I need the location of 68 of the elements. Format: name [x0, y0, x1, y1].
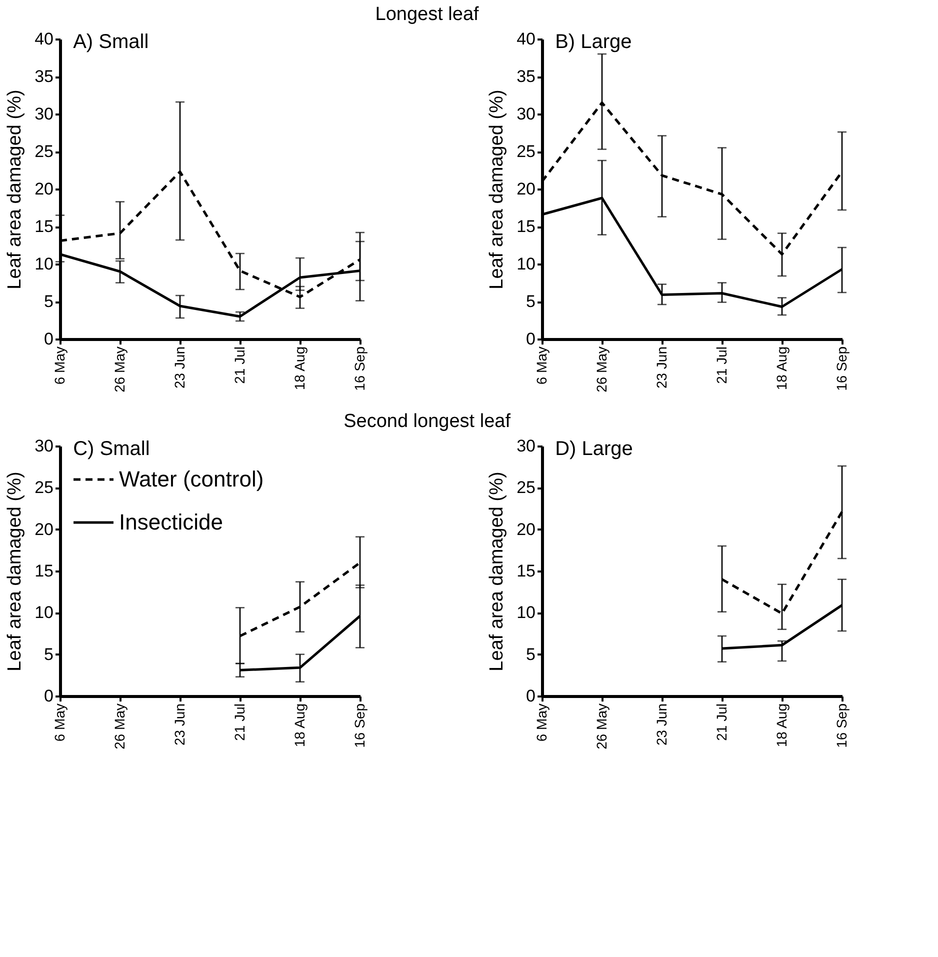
y-axis-title: Leaf area damaged (%) — [486, 90, 508, 290]
x-tick-label: 16 Sep — [352, 703, 368, 748]
chart-title: D) Large — [555, 438, 633, 460]
x-tick-label: 6 May — [52, 346, 68, 385]
x-tick-label: 21 Jul — [714, 346, 730, 384]
y-tick-label: 5 — [44, 644, 54, 664]
y-tick-label: 5 — [526, 292, 536, 311]
x-tick-label: 18 Aug — [774, 704, 790, 748]
y-axis-title: Leaf area damaged (%) — [4, 472, 26, 672]
y-tick-label: 35 — [34, 67, 54, 86]
y-tick-label: 0 — [526, 686, 536, 706]
y-tick-label: 0 — [526, 330, 536, 348]
x-tick-label: 21 Jul — [232, 346, 248, 384]
x-tick-label: 26 May — [112, 704, 128, 750]
legend-label: Water (control) — [119, 466, 264, 492]
x-tick-label: 23 Jun — [654, 346, 670, 389]
y-tick-label: 40 — [34, 30, 54, 48]
y-tick-label: 15 — [34, 217, 54, 236]
y-tick-label: 30 — [34, 436, 54, 456]
y-tick-label: 5 — [526, 644, 536, 664]
legend-label: Insecticide — [119, 510, 223, 534]
y-tick-label: 10 — [34, 254, 54, 274]
y-axis-title: Leaf area damaged (%) — [486, 472, 508, 672]
x-tick-label: 23 Jun — [172, 704, 188, 746]
y-tick-label: 5 — [44, 292, 54, 311]
text: Longest leaf — [375, 4, 480, 25]
x-tick-label: 21 Jul — [232, 704, 248, 741]
y-tick-label: 0 — [44, 686, 54, 706]
x-tick-label: 6 May — [52, 704, 68, 742]
y-tick-label: 15 — [516, 562, 536, 580]
y-tick-label: 30 — [516, 104, 536, 124]
y-tick-label: 25 — [34, 478, 54, 498]
x-tick-label: 16 Sep — [834, 346, 850, 391]
y-tick-label: 25 — [516, 478, 536, 498]
y-tick-label: 10 — [516, 603, 536, 622]
chart-title: B) Large — [555, 31, 632, 53]
y-tick-label: 40 — [516, 30, 536, 48]
y-tick-label: 35 — [516, 67, 536, 86]
x-tick-label: 6 May — [534, 704, 550, 742]
x-tick-label: 26 May — [594, 346, 610, 392]
text: Second longest leaf — [344, 411, 512, 432]
x-tick-label: 16 Sep — [352, 346, 368, 391]
y-tick-label: 20 — [34, 520, 54, 539]
x-tick-label: 16 Sep — [834, 703, 850, 748]
y-axis-title: Leaf area damaged (%) — [4, 90, 26, 290]
y-tick-label: 15 — [516, 217, 536, 236]
y-tick-label: 10 — [516, 254, 536, 274]
x-tick-label: 23 Jun — [172, 346, 188, 389]
chart-title: C) Small — [73, 438, 150, 460]
y-tick-label: 0 — [44, 330, 54, 348]
y-tick-label: 25 — [516, 142, 536, 161]
x-tick-label: 18 Aug — [292, 704, 308, 748]
y-tick-label: 30 — [34, 104, 54, 124]
x-tick-label: 18 Aug — [774, 346, 790, 390]
x-tick-label: 18 Aug — [292, 346, 308, 390]
chart-title: A) Small — [73, 31, 149, 53]
x-tick-label: 26 May — [594, 704, 610, 750]
x-tick-label: 23 Jun — [654, 704, 670, 746]
x-tick-label: 6 May — [534, 346, 550, 385]
x-tick-label: 21 Jul — [714, 704, 730, 741]
y-tick-label: 25 — [34, 142, 54, 161]
y-tick-label: 10 — [34, 603, 54, 622]
y-tick-label: 20 — [516, 180, 536, 198]
y-tick-label: 20 — [516, 520, 536, 539]
y-tick-label: 20 — [34, 180, 54, 198]
y-tick-label: 30 — [516, 436, 536, 456]
y-tick-label: 15 — [34, 562, 54, 580]
x-tick-label: 26 May — [112, 346, 128, 392]
